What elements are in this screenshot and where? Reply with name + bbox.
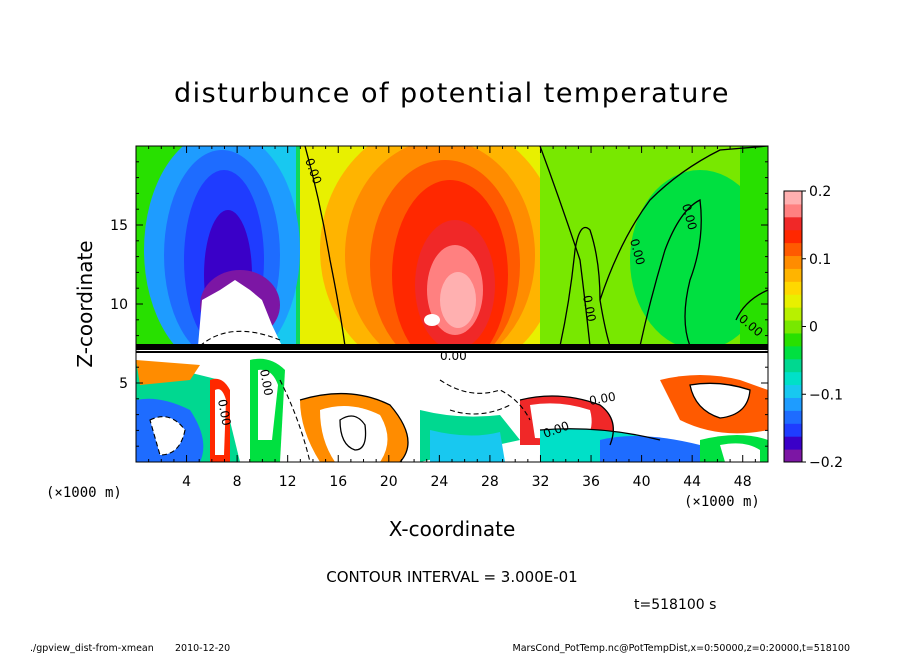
y-tick-label: 15: [110, 218, 128, 234]
colorbar-band: [784, 436, 802, 450]
colorbar: 0.2 0.1 0 −0.1 −0.2: [783, 184, 843, 471]
colorbar-band: [784, 332, 802, 347]
chart-title: disturbunce of potential temperature: [174, 78, 730, 109]
x-axis: 4 8 12 16 20 24 28 32 36 40 44 48: [148, 146, 756, 490]
time-stamp: t=518100 s: [634, 597, 716, 613]
colorbar-band: [784, 281, 802, 295]
x-tick-label: 32: [532, 474, 550, 490]
colorbar-band: [784, 384, 802, 398]
script-name: ./gpview_dist-from-xmean: [30, 643, 154, 654]
x-tick-label: 4: [182, 474, 191, 490]
x-tick-label: 20: [380, 474, 398, 490]
colorbar-band: [784, 358, 802, 373]
x-tick-label: 12: [279, 474, 297, 490]
contour-label: 0.00: [215, 398, 233, 427]
colorbar-band: [784, 242, 802, 257]
colorbar-band: [784, 294, 802, 308]
colorbar-band: [784, 397, 802, 411]
x-tick-label: 48: [734, 474, 752, 490]
contour-label: 0.00: [257, 368, 275, 397]
colorbar-band: [784, 307, 802, 321]
colorbar-tick-label: −0.1: [809, 387, 843, 403]
y-tick-label: 5: [119, 376, 128, 392]
x-tick-label: 8: [233, 474, 242, 490]
colorbar-band: [784, 191, 802, 205]
colorbar-band: [784, 371, 802, 386]
y-axis-unit: (×1000 m): [46, 485, 122, 501]
y-axis-label: Z-coordinate: [73, 240, 97, 367]
colorbar-tick-label: −0.2: [809, 455, 843, 471]
contour-label: 0.00: [627, 237, 647, 266]
x-tick-label: 40: [633, 474, 651, 490]
x-tick-label: 44: [683, 474, 701, 490]
colorbar-tick-label: 0.2: [809, 184, 831, 200]
x-tick-label: 16: [329, 474, 347, 490]
x-axis-label: X-coordinate: [389, 517, 516, 541]
colorbar-band: [784, 216, 802, 231]
colorbar-band: [784, 345, 802, 360]
colorbar-band: [784, 203, 802, 218]
y-tick-label: 10: [110, 297, 128, 313]
plot-date: 2010-12-20: [175, 643, 230, 654]
contour-label: 0.00: [679, 202, 699, 231]
colorbar-band: [784, 449, 802, 463]
colorbar-band: [784, 268, 802, 282]
colorbar-band: [784, 320, 802, 334]
colorbar-band: [784, 255, 802, 269]
x-tick-label: 24: [430, 474, 448, 490]
colorbar-tick-label: 0.1: [809, 252, 831, 268]
colorbar-band: [784, 229, 802, 244]
colorbar-tick-label: 0: [809, 320, 818, 336]
contour-label: 0.00: [440, 349, 467, 363]
colorbar-band: [784, 423, 802, 437]
contour-label: 0.00: [580, 294, 598, 323]
colorbar-band: [784, 410, 802, 424]
y-axis: 5 10 15: [110, 161, 768, 447]
contour-interval: CONTOUR INTERVAL = 3.000E-01: [326, 568, 577, 586]
data-source: MarsCond_PotTemp.nc@PotTempDist,x=0:5000…: [513, 643, 850, 654]
heatmap-field: [136, 146, 768, 462]
x-tick-label: 36: [582, 474, 600, 490]
x-tick-label: 28: [481, 474, 499, 490]
x-axis-unit: (×1000 m): [684, 494, 760, 510]
contour-label: 0.00: [588, 390, 617, 408]
